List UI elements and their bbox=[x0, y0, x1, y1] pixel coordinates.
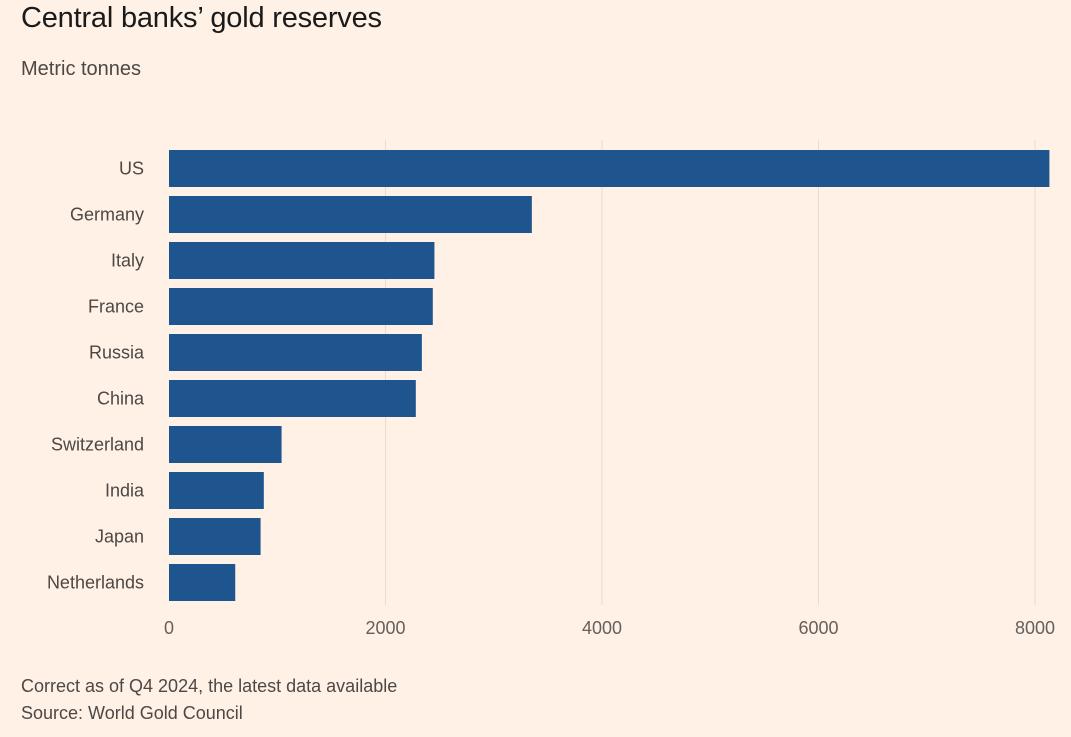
category-label: Japan bbox=[95, 527, 144, 547]
bar bbox=[169, 334, 422, 371]
footnote: Correct as of Q4 2024, the latest data a… bbox=[21, 676, 398, 696]
category-label: US bbox=[119, 159, 144, 179]
bar bbox=[169, 380, 416, 417]
category-label: France bbox=[88, 297, 144, 317]
bar bbox=[169, 242, 435, 279]
x-tick-label: 6000 bbox=[798, 618, 838, 638]
category-label: Italy bbox=[111, 251, 144, 271]
category-label: India bbox=[105, 481, 145, 501]
category-label: Germany bbox=[70, 205, 144, 225]
category-label: Netherlands bbox=[47, 573, 144, 593]
bar bbox=[169, 150, 1050, 187]
bar bbox=[169, 564, 236, 601]
x-tick-label: 0 bbox=[164, 618, 174, 638]
source-note: Source: World Gold Council bbox=[21, 703, 243, 723]
category-label: China bbox=[97, 389, 145, 409]
bar bbox=[169, 288, 433, 325]
x-tick-label: 8000 bbox=[1015, 618, 1055, 638]
bar bbox=[169, 196, 532, 233]
category-label: Russia bbox=[89, 343, 145, 363]
x-tick-label: 2000 bbox=[365, 618, 405, 638]
category-label: Switzerland bbox=[51, 435, 144, 455]
bar bbox=[169, 426, 282, 463]
chart-subtitle: Metric tonnes bbox=[21, 58, 142, 80]
chart-title: Central banks’ gold reserves bbox=[21, 2, 382, 34]
x-tick-label: 4000 bbox=[582, 618, 622, 638]
bar bbox=[169, 518, 261, 555]
bar bbox=[169, 472, 264, 509]
